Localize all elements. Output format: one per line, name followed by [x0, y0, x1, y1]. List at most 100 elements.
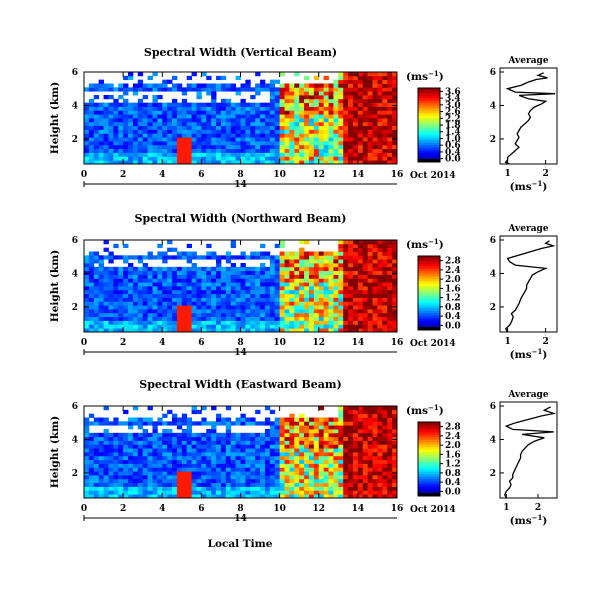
heatmap-cell: [308, 141, 315, 146]
heatmap-cell: [318, 121, 325, 127]
heatmap-cell: [201, 87, 207, 92]
colorbar-segment: [418, 256, 440, 259]
heatmap-cell: [191, 137, 197, 142]
heatmap-cell: [220, 266, 227, 272]
heatmap-cell: [392, 436, 398, 441]
heatmap-cell: [338, 301, 344, 306]
heatmap-cell: [343, 432, 349, 438]
heatmap-cell: [299, 490, 305, 495]
heatmap-cell: [338, 87, 344, 92]
heatmap-cell: [260, 452, 266, 457]
heatmap-cell: [235, 301, 241, 306]
heatmap-cell: [230, 83, 237, 88]
heatmap-cell: [84, 312, 90, 318]
heatmap-cell: [118, 328, 124, 333]
heatmap-cell: [382, 440, 388, 445]
heatmap-cell: [269, 459, 276, 464]
heatmap-cell: [362, 494, 369, 499]
heatmap-cell: [269, 102, 276, 107]
heatmap-cell: [274, 259, 281, 264]
heatmap-cell: [240, 87, 246, 92]
x-tick-label: 4: [159, 504, 165, 514]
heatmap-cell: [382, 114, 388, 119]
heatmap-cell: [382, 121, 388, 127]
heatmap-cell: [382, 486, 388, 491]
heatmap-cell: [216, 293, 222, 298]
heatmap-cell: [308, 459, 315, 464]
average-x-label-close: ): [542, 181, 547, 193]
heatmap-cell: [128, 425, 134, 430]
heatmap-cell: [176, 328, 183, 333]
heatmap-cell: [147, 467, 153, 472]
heatmap-cell: [132, 475, 139, 480]
heatmap-cell: [338, 452, 344, 457]
heatmap-cell: [181, 494, 188, 499]
heatmap-cell: [128, 75, 134, 81]
heatmap-cell: [348, 320, 354, 325]
heatmap-cell: [118, 448, 124, 453]
heatmap-cell: [216, 471, 222, 476]
heatmap-cell: [382, 297, 388, 302]
heatmap-cell: [308, 129, 315, 134]
heatmap-cell: [338, 133, 344, 138]
heatmap-cell: [348, 486, 354, 491]
heatmap-cell: [269, 263, 276, 268]
heatmap-cell: [338, 289, 344, 295]
heatmap-cell: [260, 293, 266, 298]
heatmap-cell: [230, 137, 237, 142]
heatmap-cell: [323, 133, 329, 138]
heatmap-cell: [323, 118, 329, 123]
heatmap-cell: [103, 320, 109, 325]
colorbar-segment: [418, 483, 440, 487]
heatmap-cell: [294, 305, 300, 310]
heatmap-cell: [84, 259, 90, 264]
heatmap-cell: [348, 102, 354, 107]
heatmap-cell: [328, 432, 334, 438]
heatmap-cell: [186, 455, 192, 461]
heatmap-cell: [264, 301, 271, 306]
heatmap-cell: [98, 133, 104, 138]
heatmap-cell: [216, 478, 222, 484]
heatmap-cell: [108, 125, 114, 130]
heatmap-cell: [196, 278, 202, 283]
heatmap-cell: [108, 83, 114, 88]
heatmap-cell: [235, 467, 241, 472]
heatmap-cell: [152, 486, 158, 491]
heatmap-cell: [308, 255, 315, 260]
heatmap-cell: [377, 478, 383, 484]
heatmap-cell: [137, 106, 144, 111]
heatmap-cell: [167, 240, 173, 245]
colorbar-tick-label: 0.4: [445, 312, 461, 322]
heatmap-cell: [245, 83, 251, 88]
heatmap-cell: [377, 289, 383, 295]
heatmap-cell: [201, 106, 207, 111]
heatmap-cell: [84, 301, 90, 306]
heatmap-cell: [348, 455, 354, 461]
heatmap-cell: [84, 467, 90, 472]
heatmap-cell: [93, 455, 100, 461]
heatmap-cell: [333, 452, 339, 457]
heatmap-cell: [284, 121, 290, 127]
heatmap-cell: [191, 494, 197, 499]
heatmap-cell: [93, 316, 100, 321]
heatmap-cell: [113, 490, 119, 495]
heatmap-cell: [382, 436, 388, 441]
heatmap-cell: [196, 459, 202, 464]
heatmap-cell: [387, 118, 393, 123]
heatmap-cell: [308, 266, 315, 272]
heatmap-cell: [343, 421, 349, 426]
heatmap-cell: [255, 316, 261, 321]
heatmap-cell: [123, 98, 129, 104]
heatmap-cell: [279, 289, 285, 295]
heatmap-cell: [98, 475, 104, 480]
heatmap-cell: [279, 106, 285, 111]
heatmap-cell: [289, 259, 295, 264]
heatmap-cell: [240, 297, 246, 302]
heatmap-cell: [308, 494, 315, 499]
heatmap-cell: [372, 266, 378, 272]
heatmap-cell: [250, 452, 256, 457]
heatmap-cell: [274, 137, 281, 142]
heatmap-cell: [191, 421, 197, 426]
heatmap-cell: [93, 459, 100, 464]
heatmap-cell: [308, 160, 315, 165]
